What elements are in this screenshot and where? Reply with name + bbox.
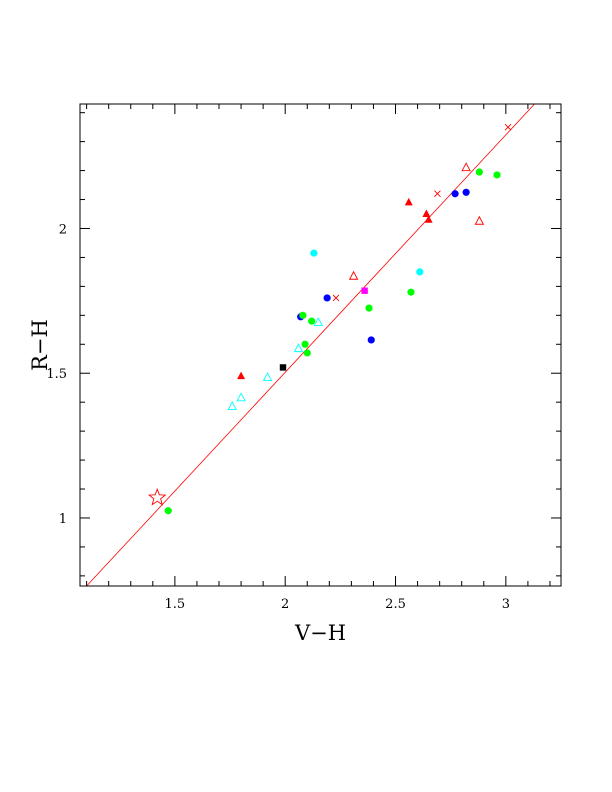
- data-point-open-triangle: [293, 343, 304, 353]
- y-axis-label: R−H: [28, 319, 52, 371]
- y-tick-label: 1.5: [46, 367, 67, 382]
- axis-ticks: [80, 104, 561, 586]
- data-point-circle: [301, 340, 309, 348]
- data-point-triangle: [404, 197, 413, 206]
- tick-labels: 1.5 2 2.5 3 1 1.5 2: [46, 222, 510, 612]
- y-tick-label: 2: [59, 222, 67, 237]
- data-point-triangle: [237, 371, 246, 380]
- data-point-circle: [407, 288, 415, 296]
- data-point-cross: [332, 294, 340, 302]
- y-tick-label: 1: [59, 512, 67, 527]
- fit-line: [86, 103, 535, 587]
- data-point-triangle: [424, 215, 433, 223]
- data-points: [147, 123, 512, 515]
- data-point-triangle: [422, 209, 431, 218]
- data-point-open-triangle: [313, 317, 324, 327]
- data-point-circle: [303, 349, 311, 357]
- x-tick-label: 1.5: [165, 597, 186, 612]
- data-point-circle: [462, 188, 470, 196]
- x-tick-label: 3: [502, 597, 510, 612]
- data-point-circle: [323, 294, 331, 302]
- data-point-circle: [299, 311, 307, 319]
- fit-line-layer: [86, 103, 535, 587]
- x-axis-label: V−H: [294, 621, 346, 645]
- x-tick-label: 2: [281, 597, 289, 612]
- data-point-star: [147, 487, 167, 506]
- data-point-open-triangle: [348, 270, 359, 280]
- data-point-circle: [451, 190, 459, 198]
- data-point-open-triangle: [227, 401, 237, 410]
- plot-frame: [79, 103, 562, 587]
- data-point-circle: [493, 171, 501, 179]
- data-point-square: [279, 364, 287, 371]
- data-point-circle: [308, 317, 316, 325]
- data-point-circle: [416, 268, 424, 276]
- data-point-open-triangle: [474, 215, 485, 225]
- x-tick-label: 2.5: [385, 597, 406, 612]
- data-point-circle: [164, 507, 172, 515]
- data-point-circle: [475, 168, 483, 176]
- data-point-open-triangle: [461, 162, 471, 172]
- data-point-circle: [365, 304, 373, 312]
- data-point-cross: [434, 190, 441, 198]
- data-point-open-triangle: [262, 372, 273, 382]
- data-point-cross: [504, 123, 512, 131]
- data-point-square: [361, 287, 368, 294]
- data-point-circle: [310, 249, 318, 257]
- data-point-circle: [367, 336, 375, 344]
- data-point-open-triangle: [236, 392, 246, 402]
